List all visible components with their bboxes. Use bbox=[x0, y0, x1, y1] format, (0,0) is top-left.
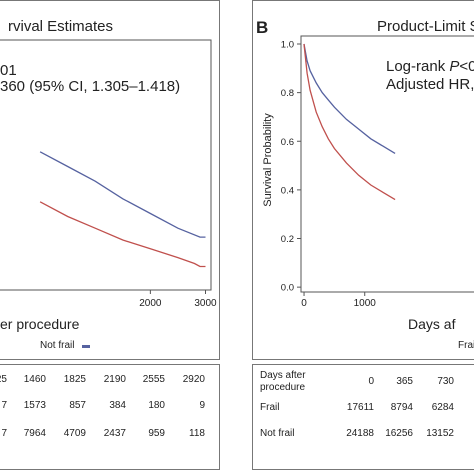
table-b-cell: 730 bbox=[437, 376, 454, 387]
table-a-cell: 118 bbox=[189, 428, 205, 439]
panel-a-frail-curve bbox=[39, 201, 206, 268]
panel-a-xtick-label: 2000 bbox=[139, 298, 162, 309]
panel-b-ytick-label: 0.6 bbox=[281, 137, 294, 148]
table-a-cell: 1460 bbox=[23, 374, 46, 385]
table-a bbox=[0, 364, 220, 470]
table-a-cell: 9 bbox=[199, 400, 205, 411]
table-b-cell: 17611 bbox=[346, 402, 374, 413]
table-b-cell: 365 bbox=[396, 376, 413, 387]
panel-b-ytick-label: 0.8 bbox=[281, 88, 294, 99]
table-a-cell: 2555 bbox=[142, 374, 165, 385]
table-a-cell: 7 bbox=[1, 400, 7, 411]
panel-b-xtick-label: 0 bbox=[301, 298, 307, 309]
table-a-cell: 4709 bbox=[63, 428, 86, 439]
panel-a-pvalue: 01 bbox=[0, 62, 17, 79]
table-a-cell: 7964 bbox=[23, 428, 46, 439]
panel-b-not-frail-curve bbox=[303, 43, 396, 154]
panel-a-xtick-label: 3000 bbox=[194, 298, 217, 309]
table-b-row-label: Not frail bbox=[260, 428, 295, 439]
table-a-cell: 25 bbox=[0, 374, 7, 385]
panel-a-frame bbox=[0, 0, 220, 360]
table-a-cell: 2437 bbox=[103, 428, 126, 439]
panel-b-legend-frail: Frail bbox=[458, 340, 474, 351]
panel-b-ytick-label: 0.4 bbox=[281, 185, 294, 196]
panel-a-axes-box bbox=[0, 39, 212, 291]
table-a-cell: 959 bbox=[148, 428, 165, 439]
panel-a-title: rvival Estimates bbox=[8, 18, 114, 35]
panel-b-axes-box bbox=[300, 35, 474, 293]
table-b-row-label: Days after procedure bbox=[260, 370, 306, 393]
panel-b-xtick-label: 1000 bbox=[354, 298, 377, 309]
panel-b-frame bbox=[252, 0, 474, 360]
panel-a-legend-not-frail-swatch bbox=[82, 345, 90, 348]
panel-b-pvalue: Log-rank P<0. bbox=[386, 58, 474, 75]
panel-b-ytick-label: 0.2 bbox=[281, 234, 294, 245]
table-a-cell: 384 bbox=[109, 400, 126, 411]
panel-b-pvalue-prefix: Log-rank bbox=[386, 58, 450, 75]
panel-b-pvalue-italic: P bbox=[449, 58, 460, 75]
panel-a-legend-not-frail: Not frail bbox=[40, 340, 75, 351]
table-a-cell: 180 bbox=[148, 400, 165, 411]
table-b-row-label: Frail bbox=[260, 402, 280, 413]
panel-b-title: Product-Limit S bbox=[377, 18, 474, 35]
table-a-cell: 857 bbox=[69, 400, 86, 411]
panel-a-xlabel: er procedure bbox=[0, 316, 80, 332]
panel-b-ytick-label: 1.0 bbox=[281, 40, 294, 51]
panel-b-hr: Adjusted HR, bbox=[386, 76, 474, 93]
table-b-cell: 6284 bbox=[431, 402, 454, 413]
table-b-cell: 13152 bbox=[426, 428, 454, 439]
table-b-cell: 16256 bbox=[385, 428, 413, 439]
table-a-cell: 7 bbox=[1, 428, 7, 439]
panel-b-xlabel: Days af bbox=[408, 316, 456, 332]
table-b bbox=[252, 364, 474, 470]
table-b-cell: 1 bbox=[422, 376, 474, 387]
table-a-cell: 2190 bbox=[103, 374, 126, 385]
table-b-cell: 3 bbox=[422, 402, 474, 413]
table-a-cell: 1825 bbox=[63, 374, 86, 385]
table-a-cell: 2920 bbox=[182, 374, 205, 385]
table-b-cell: 24188 bbox=[346, 428, 374, 439]
panel-b-frail-curve bbox=[303, 43, 396, 201]
table-b-cell: 9 bbox=[422, 428, 474, 439]
panel-a-not-frail-curve bbox=[39, 151, 206, 238]
table-b-cell: 8794 bbox=[390, 402, 413, 413]
panel-a-hr: 360 (95% CI, 1.305–1.418) bbox=[0, 78, 181, 95]
panel-b-letter: B bbox=[256, 18, 269, 37]
panel-b-pvalue-suffix: <0. bbox=[459, 58, 474, 75]
table-b-cell: 0 bbox=[368, 376, 374, 387]
panel-b-ytick-label: 0.0 bbox=[281, 283, 294, 294]
table-a-cell: 1573 bbox=[23, 400, 46, 411]
